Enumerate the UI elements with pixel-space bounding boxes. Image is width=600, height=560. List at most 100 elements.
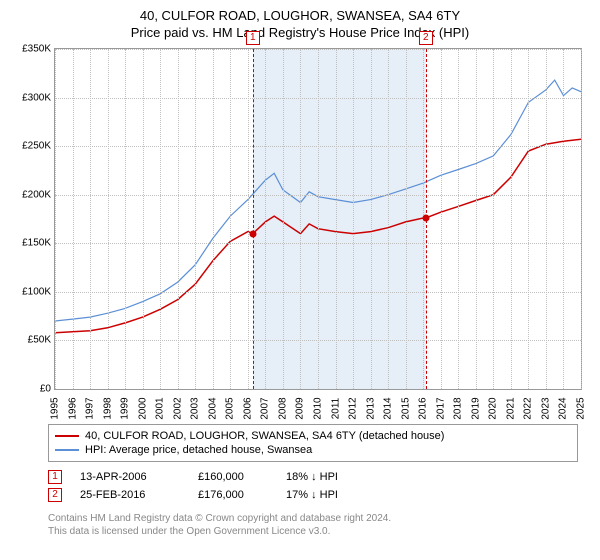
gridline-v	[528, 49, 529, 389]
gridline-v	[476, 49, 477, 389]
data-row-marker: 2	[48, 488, 62, 502]
gridline-v	[388, 49, 389, 389]
gridline-v	[371, 49, 372, 389]
x-axis-label: 2000	[137, 397, 148, 419]
gridline-v	[441, 49, 442, 389]
gridline-v	[160, 49, 161, 389]
gridline-v	[353, 49, 354, 389]
x-axis-label: 2002	[172, 397, 183, 419]
x-axis-label: 2025	[576, 397, 587, 419]
y-axis-label: £0	[40, 384, 55, 395]
x-axis-label: 2009	[295, 397, 306, 419]
gridline-v	[248, 49, 249, 389]
x-axis-label: 1996	[67, 397, 78, 419]
title-block: 40, CULFOR ROAD, LOUGHOR, SWANSEA, SA4 6…	[0, 0, 600, 40]
x-axis-label: 2003	[190, 397, 201, 419]
marker-box-1: 1	[246, 31, 260, 45]
y-axis-label: £50K	[28, 335, 55, 346]
marker-point-2	[422, 215, 429, 222]
legend-swatch	[55, 435, 79, 437]
gridline-v	[493, 49, 494, 389]
data-row-date: 13-APR-2006	[80, 471, 180, 483]
gridline-v	[108, 49, 109, 389]
marker-line-1	[253, 49, 254, 389]
x-axis-label: 2023	[540, 397, 551, 419]
x-axis-label: 2020	[488, 397, 499, 419]
x-axis-label: 2007	[260, 397, 271, 419]
y-axis-label: £350K	[22, 44, 55, 55]
gridline-v	[230, 49, 231, 389]
data-row: 2 25-FEB-2016 £176,000 17% ↓ HPI	[48, 486, 578, 504]
x-axis-label: 2016	[418, 397, 429, 419]
data-row: 113-APR-2006£160,00018% ↓ HPI	[48, 468, 578, 486]
legend-row: 40, CULFOR ROAD, LOUGHOR, SWANSEA, SA4 6…	[55, 429, 571, 443]
subtitle: Price paid vs. HM Land Registry's House …	[0, 25, 600, 40]
footnote-line2: This data is licensed under the Open Gov…	[48, 525, 578, 538]
x-axis-label: 2010	[313, 397, 324, 419]
x-axis-label: 2024	[558, 397, 569, 419]
gridline-v	[511, 49, 512, 389]
y-axis-label: £250K	[22, 141, 55, 152]
x-axis-label: 1999	[120, 397, 131, 419]
address-title: 40, CULFOR ROAD, LOUGHOR, SWANSEA, SA4 6…	[0, 8, 600, 23]
footnote-line1: Contains HM Land Registry data © Crown c…	[48, 512, 578, 525]
gridline-v	[213, 49, 214, 389]
x-axis-label: 2001	[155, 397, 166, 419]
gridline-v	[178, 49, 179, 389]
x-axis-label: 2006	[242, 397, 253, 419]
gridline-v	[406, 49, 407, 389]
x-axis-label: 2018	[453, 397, 464, 419]
x-axis-label: 2015	[400, 397, 411, 419]
gridline-v	[90, 49, 91, 389]
legend-row: HPI: Average price, detached house, Swan…	[55, 443, 571, 457]
x-axis-label: 2022	[523, 397, 534, 419]
x-axis-label: 2013	[365, 397, 376, 419]
gridline-v	[336, 49, 337, 389]
x-axis-label: 2019	[470, 397, 481, 419]
data-row-stat: 17% ↓ HPI	[286, 489, 376, 501]
x-axis-label: 1998	[102, 397, 113, 419]
gridline-v	[563, 49, 564, 389]
y-axis-label: £100K	[22, 286, 55, 297]
gridline-v	[318, 49, 319, 389]
legend: 40, CULFOR ROAD, LOUGHOR, SWANSEA, SA4 6…	[48, 424, 578, 462]
gridline-v	[458, 49, 459, 389]
x-axis-label: 2021	[505, 397, 516, 419]
gridline-v	[581, 49, 582, 389]
data-row-price: £176,000	[198, 489, 268, 501]
legend-label: HPI: Average price, detached house, Swan…	[85, 444, 312, 456]
x-axis-label: 2011	[330, 398, 341, 420]
x-axis-label: 2005	[225, 397, 236, 419]
x-axis-label: 2014	[383, 397, 394, 419]
marker-box-2: 2	[419, 31, 433, 45]
gridline-v	[143, 49, 144, 389]
data-row-date: 25-FEB-2016	[80, 489, 180, 501]
y-axis-label: £200K	[22, 189, 55, 200]
chart-container: 40, CULFOR ROAD, LOUGHOR, SWANSEA, SA4 6…	[0, 0, 600, 560]
gridline-v	[125, 49, 126, 389]
plot-region: £0£50K£100K£150K£200K£250K£300K£350K1995…	[54, 48, 582, 390]
x-axis-label: 2012	[348, 397, 359, 419]
data-row-stat: 18% ↓ HPI	[286, 471, 376, 483]
marker-point-1	[249, 230, 256, 237]
x-axis-label: 2017	[435, 397, 446, 419]
gridline-v	[73, 49, 74, 389]
gridline-v	[195, 49, 196, 389]
data-row-price: £160,000	[198, 471, 268, 483]
gridline-v	[55, 49, 56, 389]
transaction-table: 113-APR-2006£160,00018% ↓ HPI225-FEB-201…	[48, 468, 578, 504]
y-axis-label: £150K	[22, 238, 55, 249]
x-axis-label: 1997	[85, 397, 96, 419]
x-axis-label: 2008	[277, 397, 288, 419]
footnote: Contains HM Land Registry data © Crown c…	[48, 512, 578, 538]
x-axis-label: 1995	[50, 397, 61, 419]
gridline-v	[265, 49, 266, 389]
x-axis-label: 2004	[207, 397, 218, 419]
chart-area: £0£50K£100K£150K£200K£250K£300K£350K1995…	[12, 48, 588, 418]
gridline-v	[546, 49, 547, 389]
y-axis-label: £300K	[22, 92, 55, 103]
legend-swatch	[55, 449, 79, 451]
gridline-v	[283, 49, 284, 389]
gridline-v	[300, 49, 301, 389]
legend-label: 40, CULFOR ROAD, LOUGHOR, SWANSEA, SA4 6…	[85, 430, 444, 442]
